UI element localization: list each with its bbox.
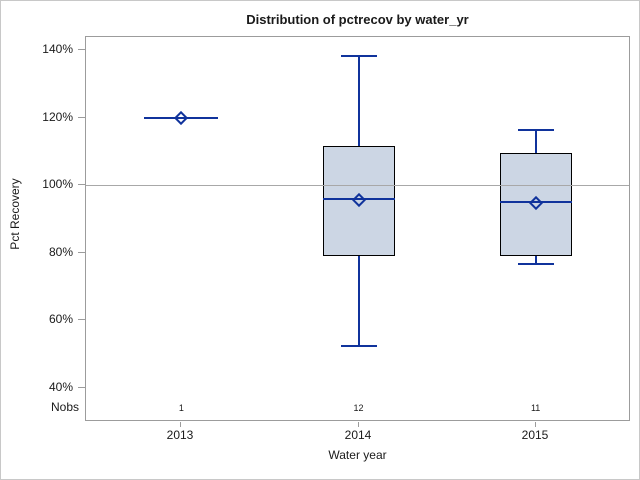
y-tick-label: 100% xyxy=(42,177,73,192)
y-tick-mark xyxy=(78,117,85,118)
x-tick-mark-2014 xyxy=(358,422,359,427)
whisker-cap-upper-2015 xyxy=(517,129,554,132)
whisker-cap-upper-2014 xyxy=(340,55,377,58)
whisker-lower-2015 xyxy=(534,256,537,265)
mean-diamond-2013 xyxy=(174,111,189,126)
x-tick-label-2013: 2013 xyxy=(166,428,194,442)
whisker-upper-2014 xyxy=(357,56,360,146)
y-tick-mark xyxy=(78,319,85,320)
nobs-value-2015: 11 xyxy=(530,403,541,413)
y-axis-title: Pct Recovery xyxy=(8,178,22,250)
x-tick-label-2014: 2014 xyxy=(344,428,372,442)
y-tick-mark xyxy=(78,184,85,185)
whisker-lower-2014 xyxy=(357,256,360,347)
plot-area: 1 12 11 xyxy=(85,36,630,421)
nobs-value-2013: 1 xyxy=(178,403,184,413)
chart-title: Distribution of pctrecov by water_yr xyxy=(246,12,469,27)
x-tick-mark-2013 xyxy=(180,422,181,427)
box-iqr-2014 xyxy=(322,146,395,257)
y-tick-label: 40% xyxy=(48,379,73,394)
whisker-upper-2015 xyxy=(534,130,537,154)
nobs-value-2014: 12 xyxy=(353,403,364,413)
box-iqr-2015 xyxy=(499,153,572,257)
median-line-2015 xyxy=(499,201,572,204)
x-tick-mark-2015 xyxy=(535,422,536,427)
nobs-row-label: Nobs xyxy=(50,400,79,414)
y-tick-mark xyxy=(78,387,85,388)
y-tick-mark xyxy=(78,49,85,50)
single-observation-line-2013 xyxy=(144,117,219,120)
whisker-cap-lower-2014 xyxy=(340,345,377,348)
median-line-2014 xyxy=(322,198,395,200)
reference-line-100pct xyxy=(86,185,629,186)
y-tick-label: 140% xyxy=(42,42,73,57)
y-tick-label: 80% xyxy=(48,244,73,259)
whisker-cap-lower-2015 xyxy=(517,263,554,266)
y-tick-label: 120% xyxy=(42,109,73,124)
x-axis-title: Water year xyxy=(328,448,387,462)
y-tick-label: 60% xyxy=(48,312,73,327)
x-tick-label-2015: 2015 xyxy=(521,428,549,442)
y-tick-mark xyxy=(78,252,85,253)
